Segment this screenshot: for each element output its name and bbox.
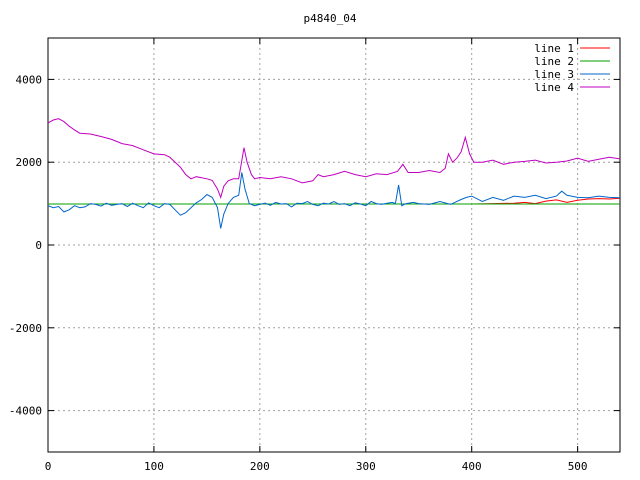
x-tick-label: 500: [568, 460, 588, 473]
series-line-4: [47, 118, 621, 199]
x-tick-label: 200: [250, 460, 270, 473]
x-tick-label: 0: [45, 460, 52, 473]
chart-title: p4840_04: [304, 12, 357, 25]
y-tick-label: -2000: [9, 322, 42, 335]
plot-border: [47, 37, 621, 453]
grid-lines: [48, 38, 620, 452]
axes: 0 100 200 300 400 500 -4000 -2000 0 2000 4000: [9, 37, 621, 473]
series-lines: [47, 118, 621, 229]
y-tick-label: 2000: [16, 156, 43, 169]
x-tick-label: 100: [144, 460, 164, 473]
y-tick-label: -4000: [9, 405, 42, 418]
legend-label-3: line 3: [534, 68, 574, 81]
legend-label-2: line 2: [534, 55, 574, 68]
y-tick-label: 4000: [16, 73, 43, 86]
y-tick-label: 0: [35, 239, 42, 252]
series-line-3: [47, 172, 621, 229]
legend-label-4: line 4: [534, 81, 574, 94]
x-tick-label: 400: [462, 460, 482, 473]
x-tick-label: 300: [356, 460, 376, 473]
legend-label-1: line 1: [534, 42, 574, 55]
